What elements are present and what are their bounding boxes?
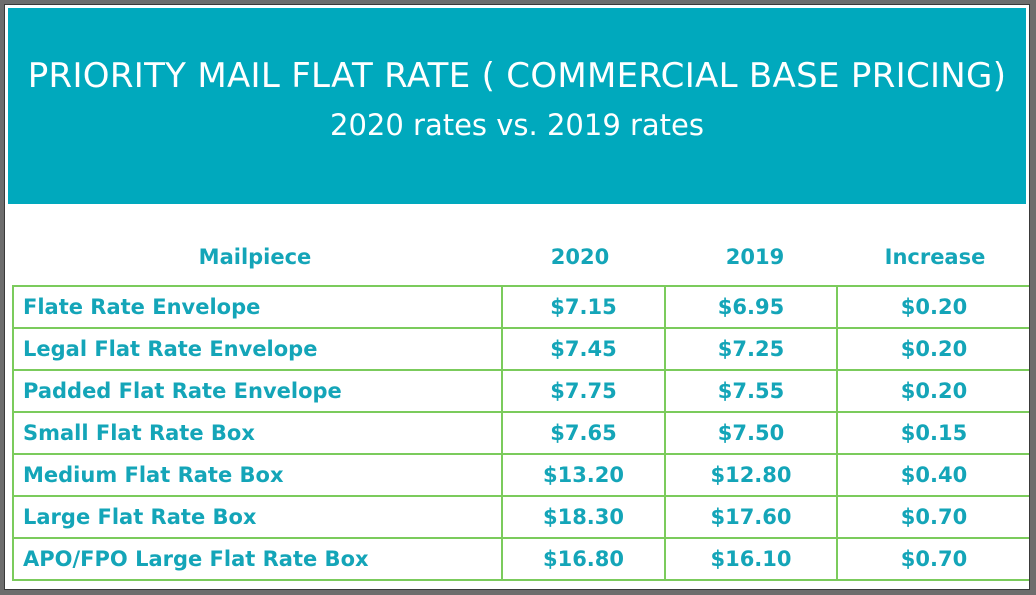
mailpiece-cell: Small Flat Rate Box [12,411,503,455]
mailpiece-cell: Legal Flat Rate Envelope [12,327,503,371]
rates-table-body: Flate Rate Envelope $7.15 $6.95 $0.20 Legal … [12,285,1029,581]
rate-2019-cell: $12.80 [664,453,838,497]
column-header-2020: 2020 [550,245,610,269]
chart-title: PRIORITY MAIL FLAT RATE ( COMMERCIAL BAS… [27,56,1007,96]
rates-table: Flate Rate Envelope $7.15 $6.95 $0.20 Legal … [12,285,1029,581]
rate-2020-cell: $7.45 [501,327,666,371]
table-row: Small Flat Rate Box $7.65 $7.50 $0.15 [12,411,1029,455]
table-row: Padded Flat Rate Envelope $7.75 $7.55 $0.20 [12,369,1029,413]
rate-2020-cell: $16.80 [501,537,666,581]
increase-cell: $0.15 [836,411,1029,455]
increase-cell: $0.70 [836,495,1029,539]
rate-2019-cell: $7.50 [664,411,838,455]
title-banner: PRIORITY MAIL FLAT RATE ( COMMERCIAL BAS… [8,8,1026,204]
table-row: Large Flat Rate Box $18.30 $17.60 $0.70 [12,495,1029,539]
rate-2019-cell: $16.10 [664,537,838,581]
rate-2020-cell: $7.15 [501,285,666,329]
increase-cell: $0.70 [836,537,1029,581]
column-header-increase: Increase [884,245,986,269]
rate-2019-cell: $7.55 [664,369,838,413]
rate-2020-cell: $7.65 [501,411,666,455]
chart-subtitle: 2020 rates vs. 2019 rates [330,108,704,142]
increase-cell: $0.20 [836,327,1029,371]
rate-2020-cell: $7.75 [501,369,666,413]
mailpiece-cell: Flate Rate Envelope [12,285,503,329]
table-row: Legal Flat Rate Envelope $7.45 $7.25 $0.20 [12,327,1029,371]
mailpiece-cell: Medium Flat Rate Box [12,453,503,497]
increase-cell: $0.40 [836,453,1029,497]
table-row: APO/FPO Large Flat Rate Box $16.80 $16.10 $… [12,537,1029,581]
table-row: Medium Flat Rate Box $13.20 $12.80 $0.40 [12,453,1029,497]
increase-cell: $0.20 [836,369,1029,413]
rate-2019-cell: $6.95 [664,285,838,329]
column-header-2019: 2019 [725,245,785,269]
table-row: Flate Rate Envelope $7.15 $6.95 $0.20 [12,285,1029,329]
mailpiece-cell: Large Flat Rate Box [12,495,503,539]
rate-2019-cell: $7.25 [664,327,838,371]
rate-2020-cell: $18.30 [501,495,666,539]
column-header-mailpiece: Mailpiece [198,245,312,269]
rate-2019-cell: $17.60 [664,495,838,539]
rate-2020-cell: $13.20 [501,453,666,497]
mailpiece-cell: APO/FPO Large Flat Rate Box [12,537,503,581]
mailpiece-cell: Padded Flat Rate Envelope [12,369,503,413]
increase-cell: $0.20 [836,285,1029,329]
chart-frame: PRIORITY MAIL FLAT RATE ( COMMERCIAL BAS… [4,4,1030,590]
